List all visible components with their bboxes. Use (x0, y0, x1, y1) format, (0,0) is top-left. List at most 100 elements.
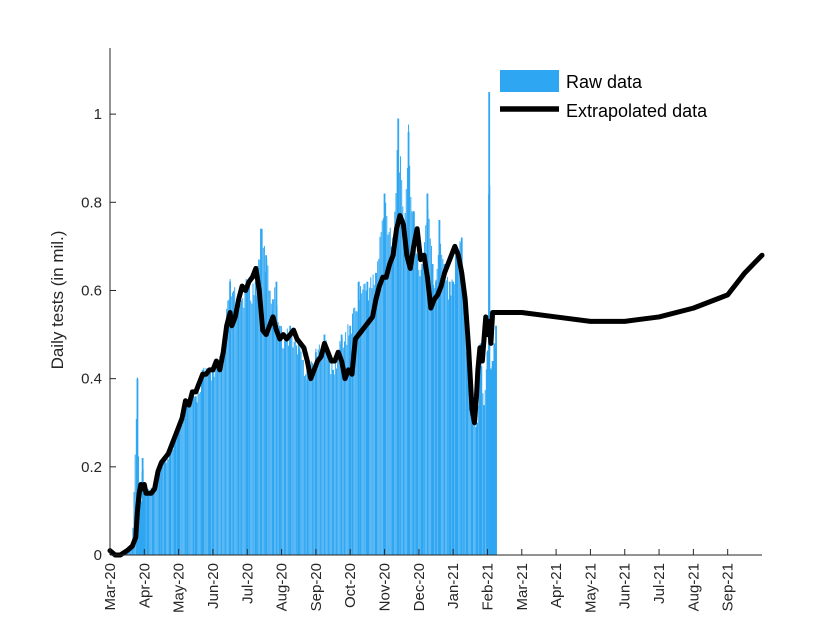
raw-data-bar (349, 325, 352, 555)
raw-data-bar (397, 118, 400, 555)
raw-data-bar (214, 368, 216, 555)
raw-data-bar (133, 491, 135, 555)
raw-data-bar (323, 334, 326, 555)
raw-data-bar (438, 219, 441, 555)
raw-data-bar (299, 348, 301, 555)
raw-data-bar (171, 447, 173, 555)
raw-data-bar (179, 429, 181, 555)
raw-data-bar (382, 218, 384, 555)
x-tick-label: Mar-20 (102, 563, 119, 611)
raw-data-bar (310, 361, 312, 555)
raw-data-bar (436, 268, 438, 555)
raw-data-bar (407, 131, 410, 555)
raw-data-bar (387, 234, 389, 555)
x-tick-label: Feb-21 (479, 563, 496, 611)
raw-data-bar (268, 290, 270, 555)
raw-data-bar (164, 458, 166, 555)
raw-data-bar (284, 334, 286, 555)
raw-data-bar (254, 281, 257, 555)
raw-data-bar (479, 343, 482, 555)
raw-data-bar (314, 363, 316, 555)
raw-data-bar (420, 269, 422, 555)
raw-data-bar (395, 193, 397, 555)
raw-data-bar (128, 548, 130, 555)
raw-data-bar (229, 281, 232, 555)
raw-data-bar (303, 376, 305, 555)
raw-data-bar (177, 426, 178, 555)
raw-data-bar (134, 454, 136, 555)
raw-data-bar (353, 308, 355, 555)
raw-data-bar (148, 492, 150, 555)
raw-data-bar (392, 237, 395, 555)
raw-data-bar (265, 255, 268, 555)
y-tick-label: 0 (94, 547, 102, 564)
raw-data-bar (334, 360, 336, 555)
raw-data-bar (345, 332, 347, 555)
raw-data-bar (462, 296, 464, 555)
raw-data-bar (347, 324, 349, 555)
raw-data-bar (440, 243, 442, 556)
raw-data-bar (301, 359, 303, 555)
raw-data-bar (451, 279, 453, 555)
raw-data-bar (156, 481, 158, 555)
raw-data-bar (309, 372, 311, 555)
raw-data-bar (356, 311, 358, 555)
raw-data-bar (326, 354, 328, 555)
raw-data-bar (333, 374, 335, 555)
raw-data-bar (460, 237, 463, 555)
y-tick-label: 0.8 (81, 194, 102, 211)
raw-data-bar (211, 380, 213, 555)
raw-data-bar (390, 246, 392, 556)
raw-data-bar (166, 459, 168, 555)
raw-data-bar (293, 341, 295, 555)
raw-data-bar (180, 416, 182, 555)
raw-data-bar (475, 427, 477, 555)
raw-data-bar (468, 378, 470, 555)
raw-data-bar (215, 363, 217, 555)
raw-data-bar (231, 292, 233, 555)
x-tick-label: Nov-20 (377, 563, 394, 611)
raw-data-bar (230, 296, 232, 555)
raw-data-bar (450, 295, 452, 555)
raw-data-bar (305, 374, 307, 555)
axes: 0 0.2 0.4 0.6 0.8 1 Mar-20 Apr-20 May-20 Jun-20 Ju… (81, 48, 762, 613)
raw-data-bar (373, 284, 375, 555)
raw-data-bar (278, 325, 281, 555)
raw-data-bar (388, 232, 390, 555)
raw-data-bar (322, 353, 324, 555)
raw-data-bar (435, 281, 437, 555)
raw-data-bar (146, 490, 148, 555)
raw-data-bar (421, 264, 424, 555)
raw-data-bar (185, 408, 186, 555)
raw-data-bar (342, 347, 344, 555)
raw-data-bar (237, 299, 240, 555)
raw-data-bar (227, 300, 229, 555)
raw-data-bar (404, 212, 406, 555)
raw-data-bar (236, 299, 238, 555)
legend-label-raw-data: Raw data (566, 72, 643, 92)
raw-data-bar (263, 245, 265, 555)
raw-data-bar (464, 307, 466, 555)
raw-data-bar (380, 232, 382, 555)
raw-data-bar (368, 300, 369, 555)
raw-data-bar (172, 449, 174, 555)
raw-data-bar (377, 261, 379, 555)
raw-data-bar (486, 352, 489, 555)
raw-data-bar (386, 216, 388, 556)
raw-data-bar (394, 211, 396, 555)
raw-data-bar (233, 290, 235, 555)
raw-data-bar (226, 308, 228, 555)
raw-data-bar (330, 374, 332, 555)
raw-data-bar (340, 334, 343, 555)
raw-data-bar (398, 172, 400, 555)
raw-data-bar (189, 401, 191, 555)
raw-data-bar (194, 396, 197, 555)
raw-data-bar (196, 402, 198, 555)
raw-data-bar (365, 290, 367, 555)
raw-data-bar (366, 281, 369, 555)
raw-data-bar (239, 303, 241, 555)
raw-data-bar (491, 361, 494, 555)
raw-data-bar (474, 413, 476, 555)
raw-data-bar (469, 384, 471, 555)
raw-data-bar (247, 282, 249, 555)
